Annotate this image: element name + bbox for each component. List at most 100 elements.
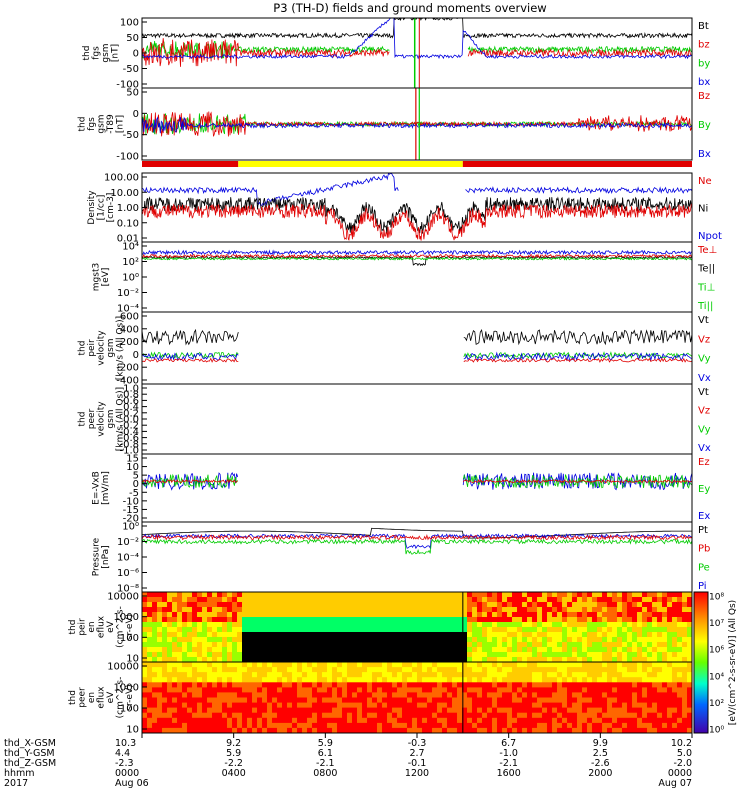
spectrogram-cell (182, 722, 188, 729)
spectrogram-cell (472, 627, 478, 633)
spectrogram-cell (652, 677, 658, 683)
spectrogram-cell (607, 592, 613, 598)
spectrogram-cell (527, 672, 533, 678)
panel-ylabel: peir (77, 618, 87, 636)
spectrogram-cell (462, 702, 468, 709)
spectrogram-cell (682, 677, 688, 683)
spectrogram-cell (487, 707, 493, 714)
spectrogram-cell (417, 727, 423, 733)
spectrogram-cell (162, 592, 168, 598)
spectrogram-cell (392, 602, 398, 608)
spectrogram-cell (542, 687, 548, 694)
spectrogram-cell (307, 597, 313, 603)
spectrogram-cell (167, 647, 173, 653)
spectrogram-cell (297, 617, 303, 623)
spectrogram-cell (152, 627, 158, 633)
spectrogram-cell (507, 647, 513, 653)
spectrogram-cell (342, 647, 348, 653)
spectrogram-cell (322, 612, 328, 618)
spectrogram-cell (532, 672, 538, 678)
spectrogram-cell (217, 727, 223, 733)
spectrogram-cell (152, 597, 158, 603)
spectrogram-cell (207, 677, 213, 683)
spectrogram-cell (517, 682, 523, 688)
spectrogram-cell (252, 667, 258, 673)
spectrogram-cell (177, 592, 183, 598)
spectrogram-cell (327, 677, 333, 683)
spectrogram-cell (357, 657, 363, 662)
spectrogram-cell (587, 667, 593, 673)
spectrogram-cell (572, 647, 578, 653)
spectrogram-cell (452, 592, 458, 598)
spectrogram-cell (667, 652, 673, 658)
spectrogram-cell (197, 632, 203, 638)
spectrogram-cell (452, 637, 458, 643)
spectrogram-cell (232, 697, 238, 704)
spectrogram-cell (167, 692, 173, 699)
spectrogram-cell (562, 602, 568, 608)
spectrogram-cell (297, 622, 303, 628)
spectrogram-cell (257, 677, 263, 683)
spectrogram-cell (647, 652, 653, 658)
spectrogram-cell (257, 682, 263, 688)
spectrogram-cell (637, 697, 643, 704)
spectrogram-cell (232, 677, 238, 683)
spectrogram-cell (162, 652, 168, 658)
x-col-value: 2000 (588, 768, 612, 779)
spectrogram-cell (192, 727, 198, 733)
spectrogram-cell (242, 632, 248, 638)
spectrogram-cell (562, 662, 568, 668)
spectrogram-cell (332, 657, 338, 662)
spectrogram-cell (297, 697, 303, 704)
spectrogram-cell (422, 672, 428, 678)
spectrogram-cell (172, 697, 178, 704)
spectrogram-cell (382, 607, 388, 613)
x-col-value: 6.1 (318, 748, 333, 759)
spectrogram-cell (342, 702, 348, 709)
spectrogram-cell (177, 722, 183, 729)
spectrogram-cell (582, 597, 588, 603)
spectrogram-cell (337, 722, 343, 729)
spectrogram-cell (222, 642, 228, 648)
spectrogram-cell (192, 602, 198, 608)
spectrogram-cell (407, 597, 413, 603)
spectrogram-cell (667, 667, 673, 673)
spectrogram-cell (512, 597, 518, 603)
spectrogram-cell (427, 602, 433, 608)
spectrogram-cell (387, 637, 393, 643)
x-col-value: -2.6 (591, 758, 610, 769)
spectrogram-cell (312, 632, 318, 638)
spectrogram-cell (492, 637, 498, 643)
spectrogram-cell (157, 697, 163, 704)
spectrogram-cell (177, 627, 183, 633)
spectrogram-cell (267, 622, 273, 628)
spectrogram-cell (387, 592, 393, 598)
spectrogram-cell (522, 627, 528, 633)
spectrogram-cell (397, 637, 403, 643)
spectrogram-cell (282, 597, 288, 603)
spectrogram-cell (297, 632, 303, 638)
spectrogram-cell (152, 642, 158, 648)
spectrogram-cell (517, 632, 523, 638)
spectrogram-cell (557, 677, 563, 683)
spectrogram-cell (457, 612, 463, 618)
spectrogram-cell (152, 712, 158, 719)
spectrogram-cell (607, 647, 613, 653)
spectrogram-cell (617, 697, 623, 704)
spectrogram-cell (442, 627, 448, 633)
spectrogram-cell (432, 632, 438, 638)
spectrogram-cell (402, 712, 408, 719)
spectrogram-cell (332, 662, 338, 668)
spectrogram-cell (682, 717, 688, 724)
spectrogram-cell (297, 637, 303, 643)
spectrogram-cell (382, 682, 388, 688)
spectrogram-cell (617, 652, 623, 658)
spectrogram-cell (577, 667, 583, 673)
spectrogram-cell (617, 672, 623, 678)
spectrogram-cell (222, 722, 228, 729)
panel-ylabel: [nT] (115, 115, 125, 133)
spectrogram-cell (292, 677, 298, 683)
spectrogram-cell (647, 662, 653, 668)
spectrogram-cell (662, 637, 668, 643)
spectrogram-cell (232, 662, 238, 668)
